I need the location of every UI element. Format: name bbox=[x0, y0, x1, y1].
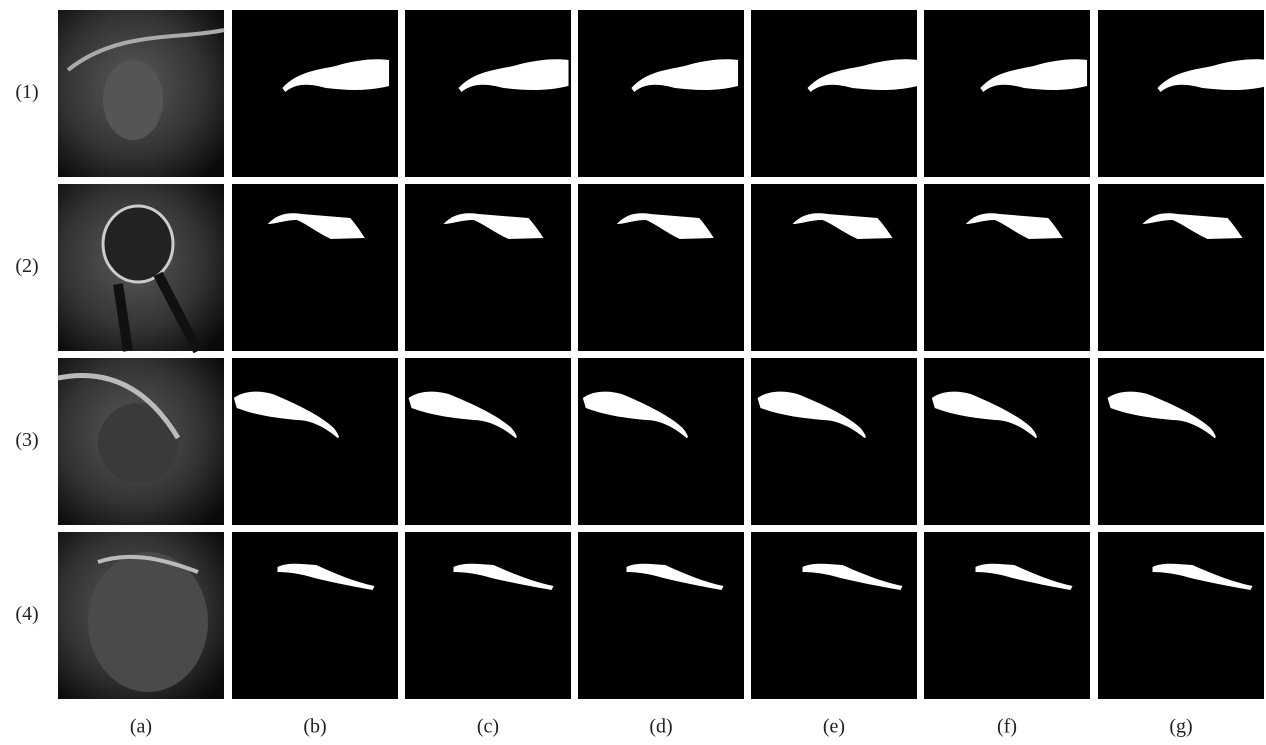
segmentation-mask bbox=[924, 10, 1090, 177]
segmentation-mask bbox=[751, 10, 918, 177]
row-label: (4) bbox=[15, 603, 38, 625]
row-label: (1) bbox=[15, 81, 38, 103]
segmentation-mask bbox=[405, 184, 571, 351]
mask-background bbox=[232, 10, 398, 177]
mask-background bbox=[578, 532, 744, 699]
segmentation-mask bbox=[405, 10, 571, 177]
page: {"figure": {"row_labels": ["(1)", "(2)",… bbox=[0, 0, 1266, 740]
segmentation-mask bbox=[405, 358, 571, 525]
segmentation-mask bbox=[751, 532, 917, 699]
segmentation-mask bbox=[1098, 10, 1266, 177]
segmentation-mask bbox=[578, 10, 744, 177]
column-label: (a) bbox=[130, 716, 152, 738]
row-label: (2) bbox=[15, 255, 38, 277]
segmentation-mask bbox=[924, 184, 1090, 351]
mask-background bbox=[751, 184, 917, 351]
mask-background bbox=[924, 532, 1090, 699]
mask-background bbox=[1098, 10, 1264, 177]
mask-background bbox=[924, 184, 1090, 351]
segmentation-mask bbox=[232, 358, 398, 525]
segmentation-mask bbox=[578, 532, 744, 699]
mask-background bbox=[751, 10, 917, 177]
segmentation-mask bbox=[578, 358, 744, 525]
segmentation-mask bbox=[751, 358, 917, 525]
row-label: (3) bbox=[15, 429, 38, 451]
mri-image bbox=[58, 184, 224, 351]
segmentation-mask bbox=[578, 184, 744, 351]
segmentation-mask bbox=[751, 184, 917, 351]
mask-background bbox=[1098, 184, 1264, 351]
mask-background bbox=[232, 184, 398, 351]
anatomy bbox=[88, 552, 208, 692]
mask-background bbox=[751, 358, 917, 525]
mask-background bbox=[405, 184, 571, 351]
mask-background bbox=[578, 10, 744, 177]
mask-background bbox=[578, 358, 744, 525]
column-label: (e) bbox=[823, 716, 845, 738]
column-label: (g) bbox=[1169, 716, 1192, 738]
mask-background bbox=[578, 184, 744, 351]
anatomy bbox=[103, 60, 163, 140]
anatomy bbox=[103, 206, 173, 282]
column-label: (b) bbox=[303, 716, 326, 738]
mask-background bbox=[232, 358, 398, 525]
column-label: (d) bbox=[649, 716, 672, 738]
segmentation-mask bbox=[1098, 184, 1264, 351]
segmentation-mask bbox=[232, 184, 398, 351]
mri-image bbox=[58, 10, 224, 177]
mask-background bbox=[405, 10, 571, 177]
segmentation-mask bbox=[924, 532, 1090, 699]
mask-background bbox=[405, 358, 571, 525]
segmentation-mask bbox=[232, 532, 398, 699]
mask-background bbox=[751, 532, 917, 699]
mask-background bbox=[405, 532, 571, 699]
mri-image bbox=[58, 532, 224, 699]
mask-background bbox=[232, 532, 398, 699]
segmentation-mask bbox=[1098, 532, 1264, 699]
anatomy bbox=[98, 403, 178, 483]
segmentation-mask bbox=[405, 532, 571, 699]
mri-image bbox=[58, 358, 224, 525]
column-label: (c) bbox=[477, 716, 499, 738]
mask-background bbox=[1098, 532, 1264, 699]
column-label: (f) bbox=[997, 716, 1017, 738]
segmentation-mask bbox=[232, 10, 398, 177]
segmentation-mask bbox=[924, 358, 1090, 525]
figure: (1) (2) (3) (4) (a) (b) (c) (d) (e) (f) (g) bbox=[0, 0, 1266, 740]
segmentation-mask bbox=[1098, 358, 1264, 525]
mask-background bbox=[1098, 358, 1264, 525]
mask-background bbox=[924, 10, 1090, 177]
mask-background bbox=[924, 358, 1090, 525]
